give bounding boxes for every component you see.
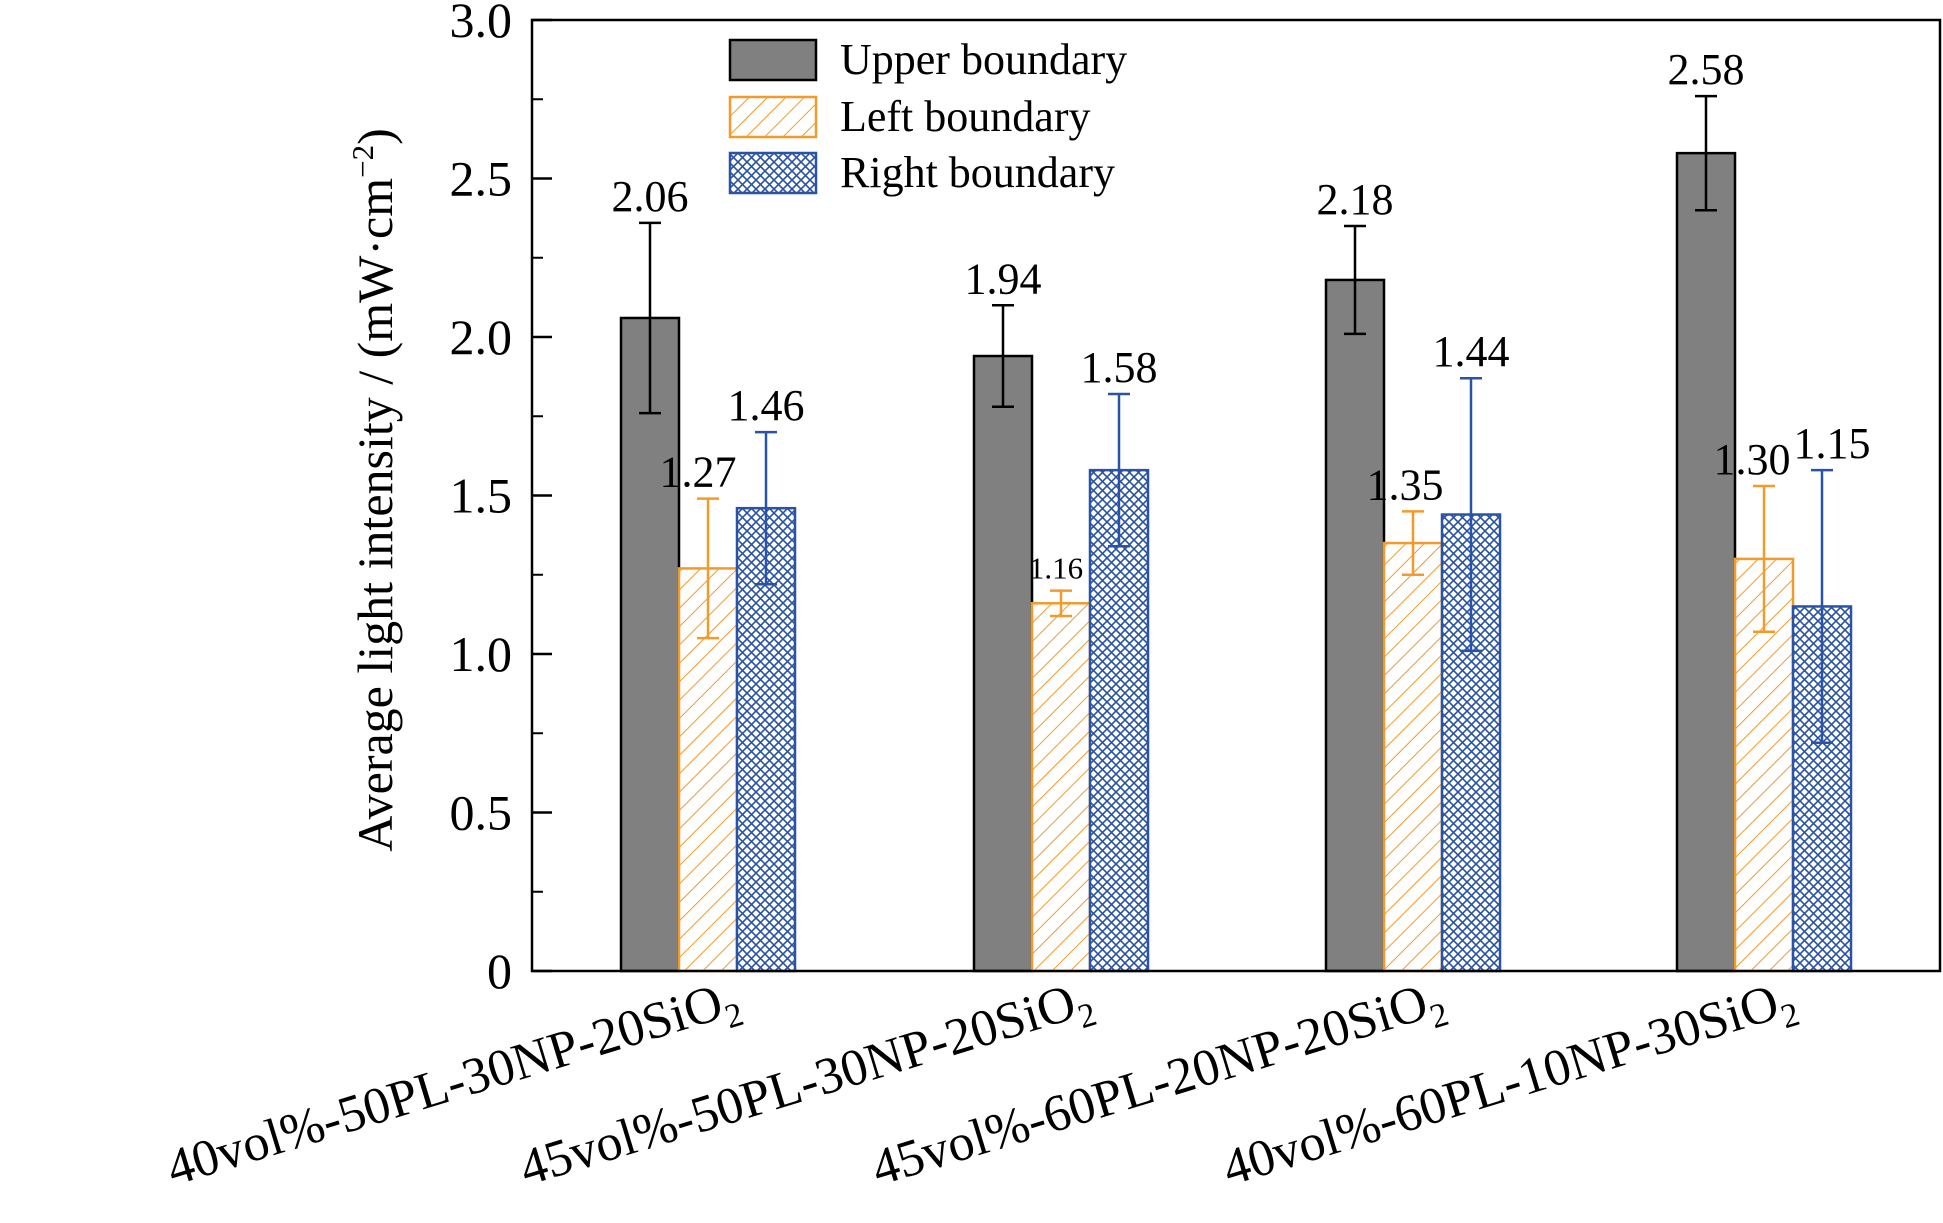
x-tick-label-3: 45vol%-60PL-20NP-20SiO2 bbox=[865, 969, 1453, 1205]
bar-upper-4 bbox=[1675, 151, 1737, 973]
data-labels-layer: 2.06 1.94 2.18 2.58 1.27 1.16 1.35 1.30 1.46 1.58… bbox=[612, 45, 1871, 586]
bar-right-2 bbox=[1088, 468, 1150, 973]
bars-layer bbox=[619, 151, 1853, 973]
data-label-left-2: 1.16 bbox=[1029, 551, 1083, 586]
y-tick-label: 2.0 bbox=[450, 309, 513, 365]
x-tick-label-text: 45vol%-60PL-20NP-20SiO bbox=[865, 974, 1434, 1197]
bar-left-2 bbox=[1030, 602, 1092, 973]
legend-label-right: Right boundary bbox=[840, 148, 1115, 197]
data-label-right-3: 1.44 bbox=[1433, 327, 1510, 376]
x-tick-label-subscript: 2 bbox=[1074, 996, 1101, 1036]
bar-upper-1 bbox=[619, 316, 681, 973]
x-tick-label-2: 45vol%-50PL-30NP-20SiO2 bbox=[513, 969, 1101, 1205]
y-tick-label: 1.0 bbox=[450, 626, 513, 682]
data-label-right-2: 1.58 bbox=[1081, 343, 1158, 392]
y-axis-label-close: ) bbox=[347, 128, 403, 145]
x-tick-label-text: 45vol%-50PL-30NP-20SiO bbox=[513, 974, 1082, 1197]
x-tick-label-subscript: 2 bbox=[721, 996, 748, 1036]
y-tick-label: 1.5 bbox=[450, 468, 513, 524]
data-label-left-4: 1.30 bbox=[1714, 435, 1791, 484]
data-label-right-1: 1.46 bbox=[728, 381, 805, 430]
y-axis-label-superscript: −2 bbox=[345, 145, 380, 178]
data-label-upper-2: 1.94 bbox=[965, 254, 1042, 303]
bar-left-3 bbox=[1382, 541, 1444, 973]
data-label-left-3: 1.35 bbox=[1367, 460, 1444, 509]
legend-label-upper: Upper boundary bbox=[840, 35, 1127, 84]
legend-swatch-right bbox=[728, 151, 818, 195]
x-tick-label-text: 40vol%-60PL-10NP-30SiO bbox=[1216, 974, 1785, 1197]
y-axis-label: Average light intensity / (mW·cm−2) bbox=[345, 128, 403, 852]
data-label-right-4: 1.15 bbox=[1794, 419, 1871, 468]
data-label-upper-3: 2.18 bbox=[1317, 175, 1394, 224]
data-label-upper-1: 2.06 bbox=[612, 172, 689, 221]
bar-upper-2 bbox=[972, 354, 1034, 973]
x-tick-label-subscript: 2 bbox=[1426, 996, 1453, 1036]
y-tick-label: 0 bbox=[487, 943, 512, 999]
error-bars-layer bbox=[639, 94, 1833, 745]
data-label-left-1: 1.27 bbox=[660, 448, 737, 497]
legend: Upper boundary Left boundary Right boundar… bbox=[728, 35, 1127, 197]
y-tick-label: 3.0 bbox=[450, 0, 513, 48]
x-tick-label-subscript: 2 bbox=[1777, 996, 1804, 1036]
x-tick-label-text: 40vol%-50PL-30NP-20SiO bbox=[160, 974, 729, 1197]
data-label-upper-4: 2.58 bbox=[1668, 45, 1745, 94]
bar-upper-3 bbox=[1324, 278, 1386, 973]
x-axis: 40vol%-50PL-30NP-20SiO245vol%-50PL-30NP-… bbox=[160, 969, 1804, 1205]
y-tick-label: 0.5 bbox=[450, 785, 513, 841]
y-tick-label: 2.5 bbox=[450, 151, 513, 207]
x-tick-label-1: 40vol%-50PL-30NP-20SiO2 bbox=[160, 969, 748, 1205]
y-axis: 0 0.5 1.0 1.5 2.0 2.5 3.0 bbox=[450, 0, 552, 999]
legend-swatch-upper bbox=[728, 38, 818, 82]
legend-swatch-left bbox=[728, 95, 818, 139]
legend-label-left: Left boundary bbox=[840, 92, 1090, 141]
x-tick-label-4: 40vol%-60PL-10NP-30SiO2 bbox=[1216, 969, 1804, 1205]
